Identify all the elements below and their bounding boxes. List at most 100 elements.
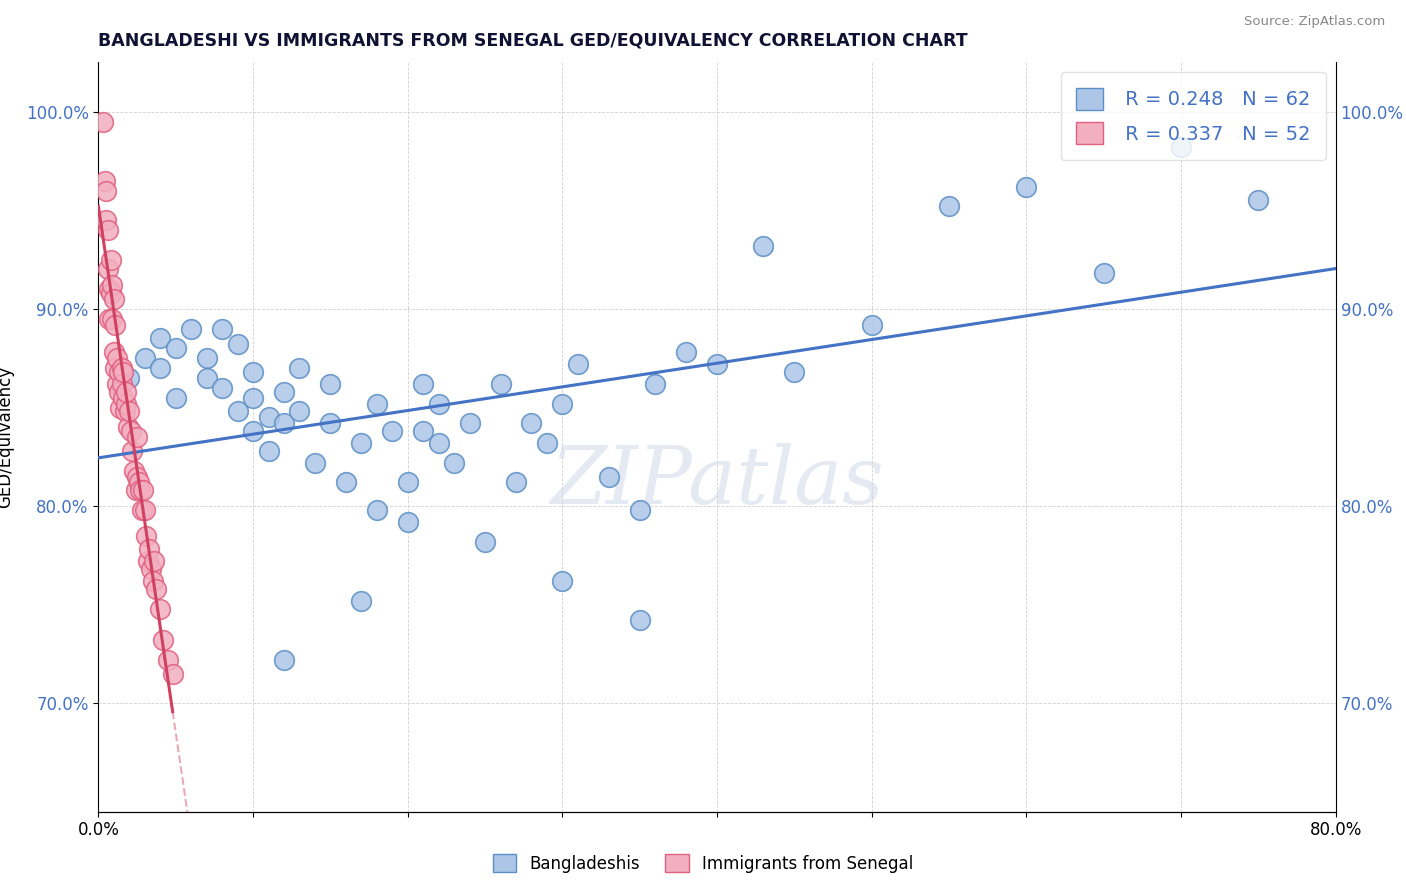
Point bbox=[675, 345, 697, 359]
Point bbox=[242, 365, 264, 379]
Point bbox=[319, 376, 342, 391]
Point bbox=[396, 475, 419, 490]
Point bbox=[127, 430, 149, 444]
Point bbox=[211, 381, 233, 395]
Point bbox=[134, 351, 156, 366]
Point bbox=[108, 401, 131, 415]
Point bbox=[127, 469, 149, 483]
Point bbox=[118, 371, 141, 385]
Point bbox=[319, 417, 342, 431]
Point bbox=[273, 417, 295, 431]
Point bbox=[152, 633, 174, 648]
Point bbox=[93, 174, 115, 188]
Legend:  R = 0.248   N = 62,  R = 0.337   N = 52: R = 0.248 N = 62, R = 0.337 N = 52 bbox=[1060, 72, 1326, 160]
Point bbox=[335, 475, 357, 490]
Point bbox=[412, 376, 434, 391]
Text: BANGLADESHI VS IMMIGRANTS FROM SENEGAL GED/EQUIVALENCY CORRELATION CHART: BANGLADESHI VS IMMIGRANTS FROM SENEGAL G… bbox=[98, 32, 969, 50]
Point bbox=[350, 593, 373, 607]
Point bbox=[104, 318, 127, 332]
Point bbox=[366, 396, 388, 410]
Point bbox=[97, 262, 120, 277]
Point bbox=[91, 114, 114, 128]
Point bbox=[149, 331, 172, 345]
Point bbox=[938, 199, 960, 213]
Text: Source: ZipAtlas.com: Source: ZipAtlas.com bbox=[1244, 15, 1385, 28]
Point bbox=[551, 396, 574, 410]
Point bbox=[273, 653, 295, 667]
Point bbox=[226, 337, 249, 351]
Point bbox=[598, 469, 620, 483]
Point bbox=[195, 351, 218, 366]
Point bbox=[1170, 140, 1192, 154]
Point bbox=[860, 318, 883, 332]
Point bbox=[141, 574, 165, 588]
Point bbox=[132, 483, 155, 498]
Point bbox=[111, 361, 132, 376]
Point bbox=[1015, 179, 1038, 194]
Point bbox=[180, 321, 202, 335]
Point bbox=[120, 424, 142, 438]
Y-axis label: GED/Equivalency: GED/Equivalency bbox=[0, 366, 14, 508]
Point bbox=[1092, 267, 1115, 281]
Point bbox=[112, 365, 135, 379]
Point bbox=[114, 404, 136, 418]
Point bbox=[242, 424, 264, 438]
Point bbox=[257, 443, 280, 458]
Point bbox=[257, 410, 280, 425]
Text: ZIPatlas: ZIPatlas bbox=[550, 443, 884, 521]
Point bbox=[107, 384, 129, 399]
Point bbox=[567, 357, 589, 371]
Point bbox=[628, 503, 651, 517]
Point bbox=[131, 503, 153, 517]
Point bbox=[124, 483, 146, 498]
Point bbox=[122, 464, 145, 478]
Point bbox=[134, 503, 156, 517]
Point bbox=[129, 483, 152, 498]
Point bbox=[226, 404, 249, 418]
Point bbox=[117, 420, 139, 434]
Point bbox=[628, 614, 651, 628]
Point bbox=[165, 342, 187, 356]
Point bbox=[105, 376, 128, 391]
Point bbox=[551, 574, 574, 588]
Point bbox=[115, 396, 138, 410]
Point bbox=[381, 424, 404, 438]
Point bbox=[162, 666, 184, 681]
Point bbox=[107, 365, 129, 379]
Point bbox=[288, 361, 311, 376]
Point bbox=[752, 239, 775, 253]
Point bbox=[427, 396, 450, 410]
Point bbox=[100, 252, 122, 267]
Point bbox=[644, 376, 666, 391]
Point bbox=[138, 542, 160, 557]
Point bbox=[520, 417, 543, 431]
Point bbox=[135, 529, 157, 543]
Point bbox=[143, 554, 166, 568]
Point bbox=[101, 311, 124, 326]
Point bbox=[443, 456, 465, 470]
Point bbox=[350, 436, 373, 450]
Point bbox=[157, 653, 180, 667]
Point bbox=[211, 321, 233, 335]
Point bbox=[103, 345, 125, 359]
Point bbox=[242, 391, 264, 405]
Point bbox=[111, 376, 132, 391]
Point bbox=[165, 391, 187, 405]
Point bbox=[366, 503, 388, 517]
Point bbox=[304, 456, 326, 470]
Point bbox=[128, 475, 150, 490]
Point bbox=[195, 371, 218, 385]
Point bbox=[474, 534, 496, 549]
Point bbox=[115, 384, 138, 399]
Point bbox=[96, 213, 118, 227]
Point bbox=[121, 443, 143, 458]
Point bbox=[96, 184, 118, 198]
Point bbox=[98, 311, 121, 326]
Point bbox=[427, 436, 450, 450]
Point bbox=[139, 562, 162, 576]
Point bbox=[536, 436, 558, 450]
Point bbox=[97, 223, 120, 237]
Point bbox=[1247, 194, 1270, 208]
Point bbox=[505, 475, 527, 490]
Point bbox=[273, 384, 295, 399]
